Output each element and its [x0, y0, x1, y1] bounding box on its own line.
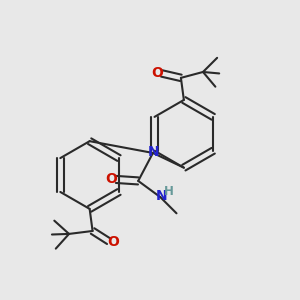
- Text: N: N: [148, 145, 160, 159]
- Text: O: O: [108, 235, 119, 249]
- Text: O: O: [151, 66, 163, 80]
- Text: O: O: [105, 172, 117, 186]
- Text: H: H: [164, 185, 174, 198]
- Text: N: N: [156, 189, 168, 203]
